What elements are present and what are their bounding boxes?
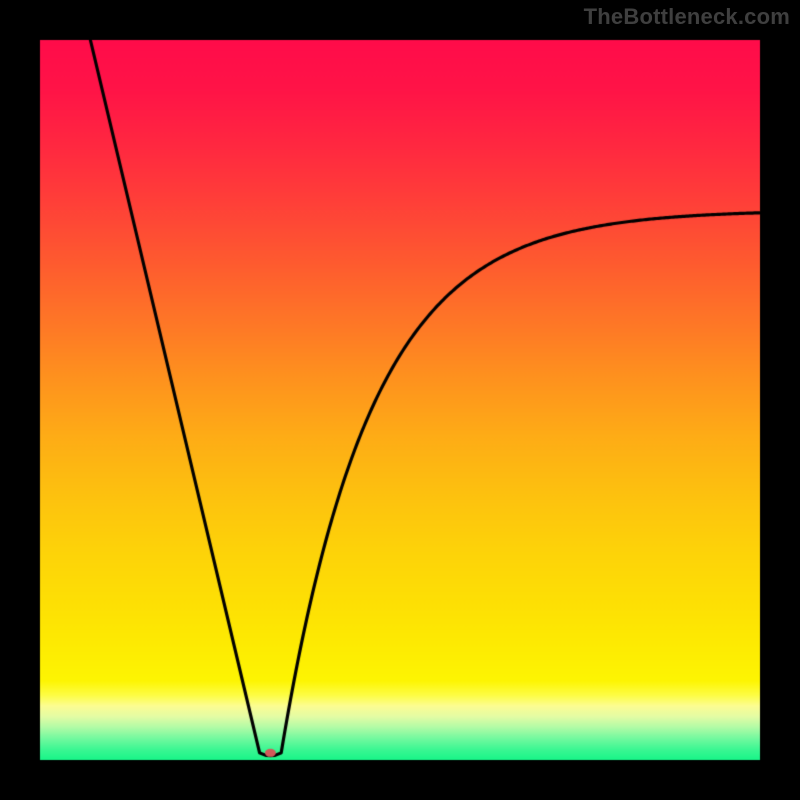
chart-container: TheBottleneck.com: [0, 0, 800, 800]
curve-canvas: [0, 0, 800, 800]
